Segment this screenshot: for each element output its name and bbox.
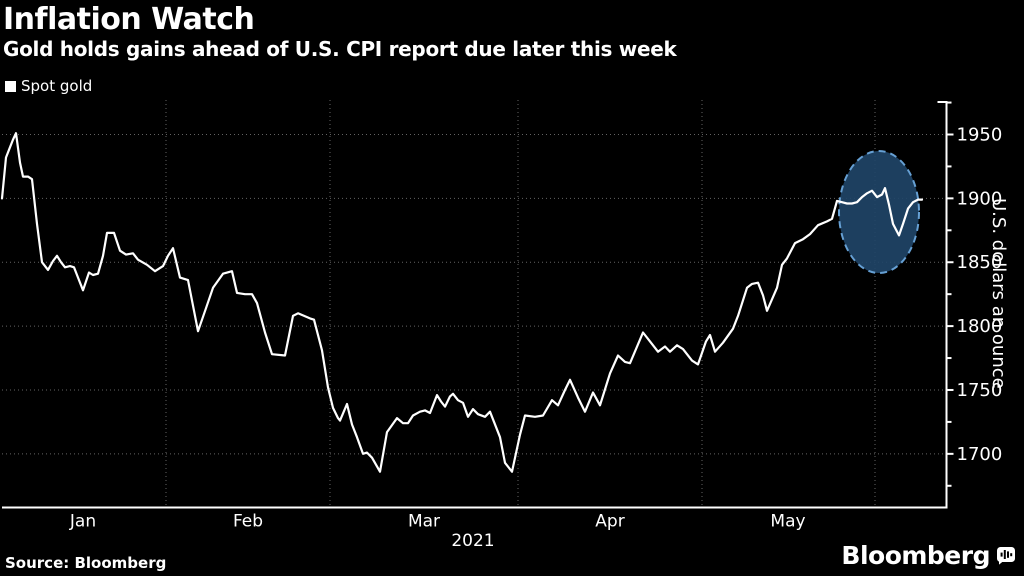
legend-swatch-icon — [5, 80, 16, 92]
bloomberg-logo-text: Bloomberg — [841, 541, 990, 570]
chart-legend: Spot gold — [5, 77, 92, 95]
x-tick-label: Apr — [595, 512, 624, 532]
source-credit: Source: Bloomberg — [5, 554, 167, 572]
y-tick-label: 1750 — [957, 380, 1003, 401]
y-tick-label: 1950 — [957, 124, 1003, 145]
x-tick-label: May — [770, 512, 805, 532]
bloomberg-logo: Bloomberg — [841, 541, 1016, 570]
legend-label: Spot gold — [21, 77, 93, 95]
x-tick-label: Mar — [408, 512, 440, 532]
x-tick-label: Jan — [69, 512, 96, 532]
x-axis-year-label: 2021 — [451, 531, 495, 551]
y-tick-label: 1800 — [957, 316, 1003, 337]
page-title: Inflation Watch — [3, 2, 255, 37]
x-tick-label: Feb — [233, 512, 263, 532]
gold-price-line — [0, 132, 924, 473]
bloomberg-bars-badge-icon — [997, 547, 1015, 565]
highlight-ellipse — [838, 150, 920, 274]
y-tick-label: 1700 — [957, 444, 1003, 465]
y-axis-label: U.S. dollars an ounce — [988, 198, 1009, 389]
y-tick-label: 1900 — [957, 188, 1003, 209]
y-tick-label: 1850 — [957, 252, 1003, 273]
chart-subtitle: Gold holds gains ahead of U.S. CPI repor… — [3, 37, 677, 61]
